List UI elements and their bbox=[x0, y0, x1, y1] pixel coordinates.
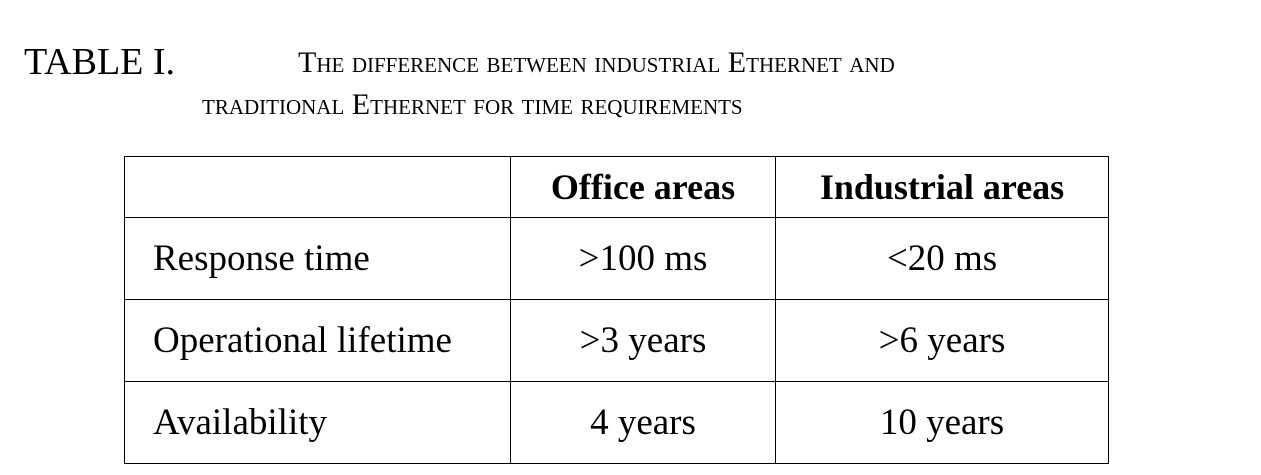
row-label-cell: Availability bbox=[124, 381, 511, 464]
table-title-line-1: The difference between industrial Ethern… bbox=[298, 46, 895, 79]
table-header-row: Office areas Industrial areas bbox=[124, 156, 1109, 218]
table-row: Response time >100 ms <20 ms bbox=[124, 217, 1109, 300]
row-label-cell: Response time bbox=[124, 217, 511, 300]
office-value-cell: >100 ms bbox=[510, 217, 776, 300]
row-label-cell: Operational lifetime bbox=[124, 299, 511, 382]
header-cell-office-areas: Office areas bbox=[510, 156, 776, 218]
table-number: TABLE I. bbox=[24, 41, 176, 83]
row-label: Response time bbox=[153, 238, 370, 279]
row-label: Availability bbox=[153, 402, 327, 443]
comparison-table: Office areas Industrial areas Response t… bbox=[124, 156, 1109, 464]
table-title-line-2: traditional Ethernet for time requiremen… bbox=[202, 88, 743, 121]
table-row: Operational lifetime >3 years >6 years bbox=[124, 299, 1109, 382]
header-cell-empty bbox=[124, 156, 511, 218]
office-value-cell: >3 years bbox=[510, 299, 776, 382]
industrial-value-cell: 10 years bbox=[775, 381, 1109, 464]
row-label: Operational lifetime bbox=[153, 320, 452, 361]
office-value-cell: 4 years bbox=[510, 381, 776, 464]
header-cell-industrial-areas: Industrial areas bbox=[775, 156, 1109, 218]
table-row: Availability 4 years 10 years bbox=[124, 381, 1109, 464]
industrial-value-cell: <20 ms bbox=[775, 217, 1109, 300]
industrial-value-cell: >6 years bbox=[775, 299, 1109, 382]
